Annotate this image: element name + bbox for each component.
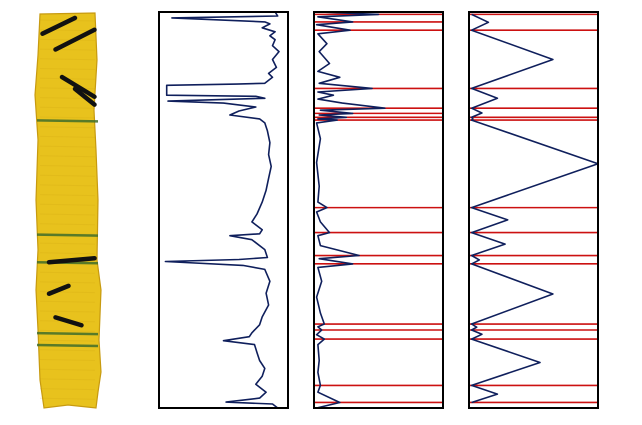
derivative-profile-line <box>315 11 386 409</box>
plot-frame <box>158 11 289 409</box>
core-texture-line <box>39 194 96 197</box>
intensity-profile-line <box>164 11 280 409</box>
core-texture-line <box>39 174 96 177</box>
core-texture-line <box>39 116 96 119</box>
segment-thickness-panel <box>468 11 599 409</box>
core-texture-line <box>39 271 96 274</box>
core-pen-mark <box>46 283 71 296</box>
core-texture-line <box>39 252 96 255</box>
core-texture-line <box>39 339 96 342</box>
core-texture-line <box>39 145 96 148</box>
core-texture-line <box>39 126 96 129</box>
core-texture-line <box>39 368 96 371</box>
segment-thickness-line <box>470 13 599 404</box>
core-band <box>36 119 99 123</box>
derivative-profile-panel <box>313 11 444 409</box>
core-pen-mark <box>59 74 97 99</box>
core-body <box>34 12 102 409</box>
intensity-profile-panel <box>158 11 289 409</box>
core-texture-line <box>39 165 96 167</box>
plot-frame <box>468 11 599 409</box>
core-texture-line <box>39 106 96 109</box>
core-texture-line <box>39 38 96 41</box>
plot-frame <box>313 11 444 409</box>
core-texture-line <box>39 397 96 400</box>
core-texture-line <box>39 359 96 361</box>
core-texture-line <box>39 388 96 391</box>
core-texture-line <box>39 349 96 352</box>
core-pen-mark <box>72 86 97 107</box>
core-pen-mark <box>40 15 78 36</box>
core-texture-line <box>39 68 96 70</box>
core-pen-mark <box>53 315 84 328</box>
core-band <box>36 233 99 237</box>
core-texture-line <box>39 58 96 61</box>
core-texture-line <box>39 203 96 206</box>
core-band <box>36 331 99 336</box>
core-texture-line <box>39 310 96 313</box>
core-texture-line <box>39 48 96 51</box>
core-sample-panel <box>34 12 102 409</box>
core-texture-line <box>39 300 96 303</box>
core-texture-line <box>39 281 96 284</box>
core-texture-line <box>39 184 96 187</box>
core-texture-line <box>39 329 96 332</box>
core-band <box>36 343 99 348</box>
core-texture-line <box>39 155 96 158</box>
core-texture-line <box>39 135 96 138</box>
core-pen-mark <box>53 27 97 52</box>
core-texture-line <box>39 223 96 226</box>
core-texture-line <box>39 87 96 90</box>
core-pen-mark <box>46 256 97 265</box>
core-texture-line <box>39 378 96 381</box>
core-texture-line <box>39 213 96 216</box>
core-texture-line <box>39 242 96 245</box>
